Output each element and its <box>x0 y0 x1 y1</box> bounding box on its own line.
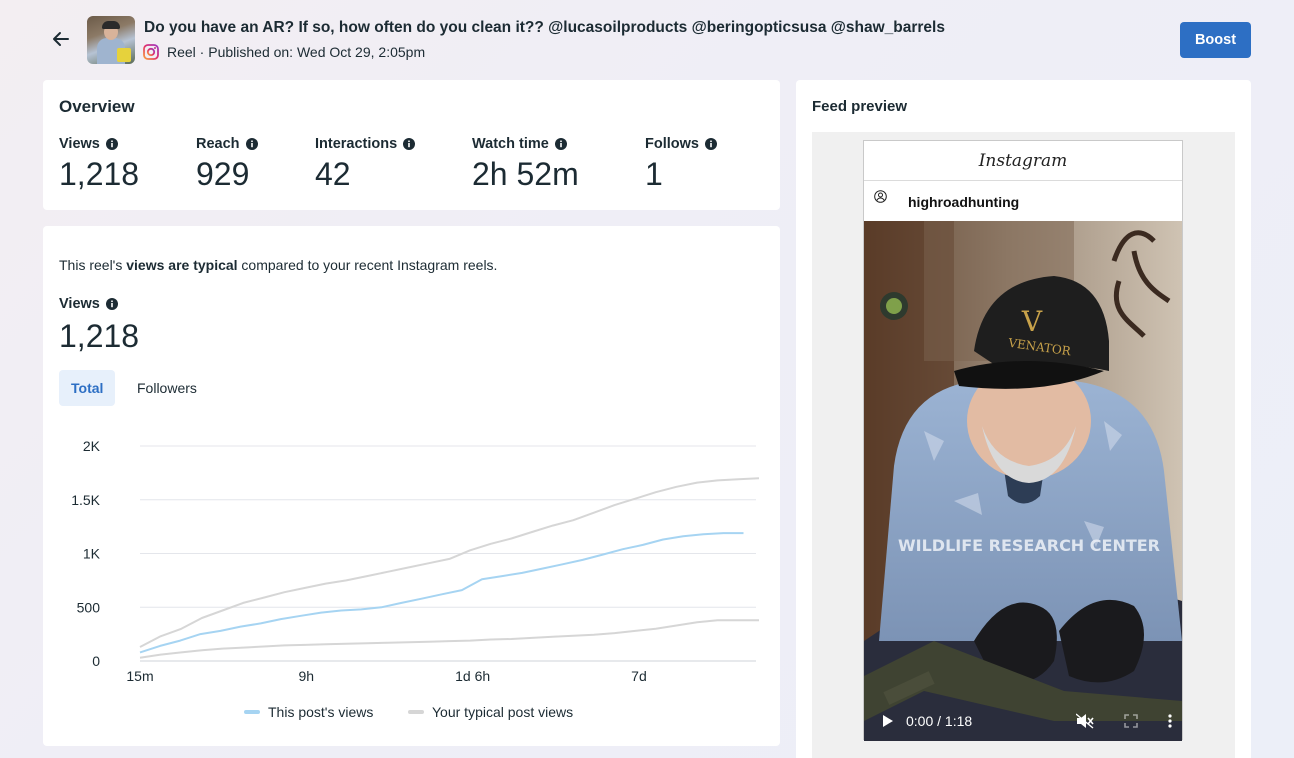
account-row: highroadhunting <box>864 182 1182 222</box>
more-options-icon[interactable] <box>1168 714 1172 728</box>
overview-card: Overview Views 1,218 Reach 929 Interacti… <box>43 80 780 210</box>
post-thumbnail[interactable] <box>87 16 135 64</box>
metric-label: Views <box>59 136 100 152</box>
metric-value: 1,218 <box>59 156 140 192</box>
boost-button[interactable]: Boost <box>1180 22 1251 58</box>
tab-followers[interactable]: Followers <box>137 380 197 396</box>
views-card: This reel's views are typical compared t… <box>43 226 780 746</box>
legend-swatch <box>244 710 260 714</box>
x-tick-label: 7d <box>631 668 647 684</box>
info-icon[interactable] <box>554 138 567 150</box>
top-bar: Do you have an AR? If so, how often do y… <box>0 0 1294 80</box>
hat-letter: V <box>1021 305 1043 338</box>
feed-preview-heading: Feed preview <box>812 98 908 115</box>
video-controls: 0:00 / 1:18 <box>864 701 1182 741</box>
series-line-typical-lower <box>139 619 759 659</box>
series-line-this-post <box>139 532 744 654</box>
metric-interactions: Interactions 42 <box>315 136 416 193</box>
metric-label: Reach <box>196 136 240 152</box>
x-tick-label: 1d 6h <box>455 668 490 684</box>
views-label: Views <box>59 296 118 312</box>
x-tick-label: 15m <box>126 668 153 684</box>
feed-preview-card: Feed preview Instagram highroadhunting <box>796 80 1251 758</box>
y-tick-label: 2K <box>83 438 101 454</box>
metric-watch-time: Watch time 2h 52m <box>472 136 579 193</box>
metric-follows: Follows 1 <box>645 136 717 193</box>
metric-views: Views 1,218 <box>59 136 139 193</box>
y-tick-label: 500 <box>77 599 101 615</box>
metric-reach: Reach 929 <box>196 136 258 193</box>
info-icon[interactable] <box>245 138 258 150</box>
views-summary: This reel's views are typical compared t… <box>59 257 497 273</box>
instagram-logo: Instagram <box>864 141 1182 181</box>
overview-heading: Overview <box>59 97 135 116</box>
metric-label: Interactions <box>315 136 398 152</box>
y-tick-label: 1K <box>83 546 101 562</box>
summary-prefix: This reel's <box>59 257 127 273</box>
back-arrow-icon[interactable] <box>50 28 72 50</box>
reel-video-frame: V VENATOR WILDLIFE RESEARCH CENTER <box>864 221 1182 741</box>
shirt-text: WILDLIFE RESEARCH CENTER <box>898 536 1160 555</box>
x-tick-label: 9h <box>299 668 315 684</box>
account-name: highroadhunting <box>908 194 1020 210</box>
reel-video[interactable]: V VENATOR WILDLIFE RESEARCH CENTER 0:00 … <box>864 221 1182 741</box>
summary-suffix: compared to your recent Instagram reels. <box>237 257 498 273</box>
video-time: 0:00 / 1:18 <box>906 713 973 729</box>
play-icon[interactable] <box>882 714 894 728</box>
legend-label: This post's views <box>268 704 374 720</box>
legend-label: Your typical post views <box>432 704 574 720</box>
y-tick-label: 0 <box>92 653 100 669</box>
legend-this-post: This post's views <box>244 704 373 720</box>
summary-highlight: views are typical <box>126 257 238 273</box>
info-icon[interactable] <box>105 298 118 310</box>
metric-value: 929 <box>196 156 250 192</box>
post-meta-text: Reel · Published on: Wed Oct 29, 2:05pm <box>167 44 426 60</box>
metric-label: Watch time <box>472 136 549 152</box>
user-avatar-icon <box>874 190 887 203</box>
mute-icon[interactable] <box>1076 713 1094 729</box>
legend-typical: Your typical post views <box>408 704 573 720</box>
y-tick-label: 1.5K <box>71 492 100 508</box>
series-line-typical <box>139 477 760 648</box>
instagram-icon <box>143 44 159 60</box>
views-label-text: Views <box>59 296 100 312</box>
post-meta: Reel · Published on: Wed Oct 29, 2:05pm <box>143 43 425 61</box>
legend-swatch <box>408 710 424 714</box>
metric-value: 2h 52m <box>472 156 579 192</box>
fullscreen-icon[interactable] <box>1124 714 1138 728</box>
post-title: Do you have an AR? If so, how often do y… <box>144 19 945 36</box>
metric-value: 1 <box>645 156 663 192</box>
views-value: 1,218 <box>59 318 140 354</box>
info-icon[interactable] <box>704 138 717 150</box>
info-icon[interactable] <box>403 138 416 150</box>
info-icon[interactable] <box>105 138 118 150</box>
metric-value: 42 <box>315 156 351 192</box>
tab-total[interactable]: Total <box>59 370 116 406</box>
phone-frame: Instagram highroadhunting <box>863 140 1183 741</box>
metric-label: Follows <box>645 136 699 152</box>
views-line-chart: 0 500 1K 1.5K 2K 15m 9h 1d 6h 7d <box>71 438 760 684</box>
